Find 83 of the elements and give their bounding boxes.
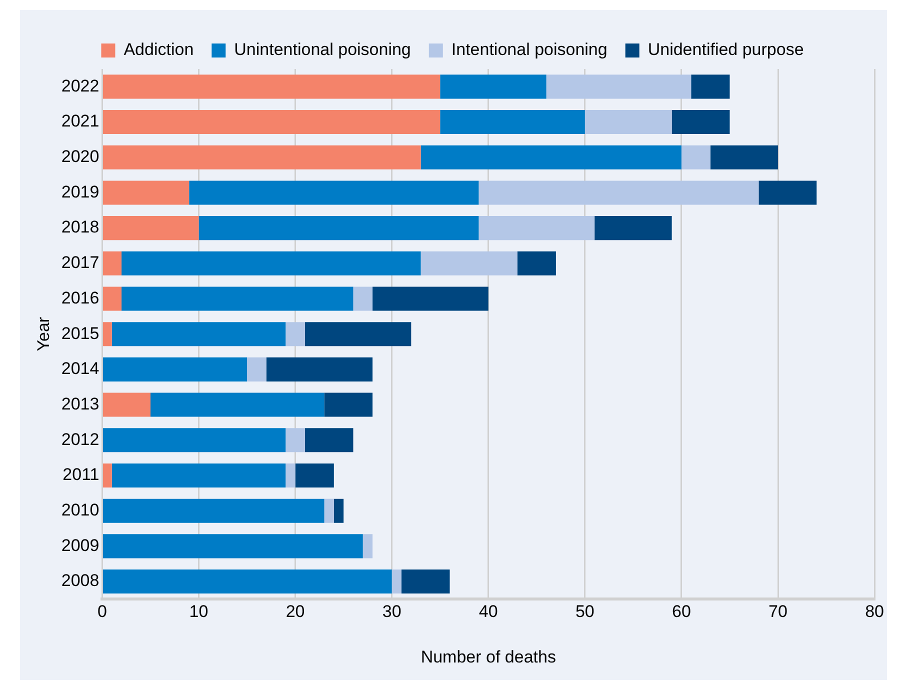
bar (440, 110, 585, 134)
bar (478, 216, 595, 240)
bar (710, 145, 778, 170)
bar (102, 392, 150, 417)
x-tick-label: 40 (478, 602, 498, 622)
bar (353, 286, 373, 311)
bar (594, 216, 672, 240)
bar (478, 180, 759, 205)
y-tick-label: 2013 (61, 394, 100, 414)
y-tick-label: 2010 (61, 500, 100, 520)
bar (286, 428, 305, 452)
y-tick-label: 2012 (61, 430, 100, 449)
bar (295, 463, 334, 488)
x-tick-label: 10 (189, 602, 208, 622)
bar (102, 428, 286, 452)
bar (198, 216, 479, 240)
bar (691, 74, 730, 99)
y-tick-label: 2020 (61, 147, 100, 166)
bar (304, 322, 412, 346)
bar (102, 145, 421, 170)
bar (102, 498, 324, 523)
y-tick-label: 2014 (61, 359, 100, 378)
x-axis-title: Number of deaths (420, 647, 556, 666)
bar (102, 534, 363, 558)
bar (420, 145, 682, 170)
bar (362, 534, 373, 558)
bar (122, 286, 354, 311)
bar (584, 110, 672, 134)
bar (102, 463, 112, 488)
x-tick-label: 30 (382, 602, 402, 622)
bar (420, 251, 518, 276)
bar (102, 216, 199, 240)
bar (672, 110, 730, 134)
bar (681, 145, 710, 170)
y-tick-label: 2017 (61, 253, 100, 272)
bar (102, 74, 440, 99)
bar (401, 570, 450, 594)
bar (189, 180, 479, 205)
bar (102, 322, 112, 346)
y-tick-label: 2019 (61, 182, 100, 202)
bar (392, 570, 402, 594)
bar (247, 357, 266, 382)
bar (150, 392, 324, 417)
y-tick-label: 2021 (61, 112, 100, 131)
y-tick-label: 2008 (61, 571, 100, 590)
x-tick-label: 80 (865, 602, 884, 622)
y-tick-label: 2018 (61, 218, 100, 237)
bar (102, 286, 122, 311)
bar (102, 357, 248, 382)
bar (286, 463, 296, 488)
bar (102, 570, 392, 594)
y-tick-label: 2011 (62, 465, 100, 484)
y-tick-label: 2022 (61, 76, 100, 96)
bar (372, 286, 488, 311)
legend-label: Unintentional poisoning (234, 40, 411, 60)
bar (102, 251, 122, 276)
legend-label: Intentional poisoning (451, 40, 608, 60)
y-axis-title: Year (34, 316, 53, 352)
bar (122, 251, 421, 276)
bar (758, 180, 817, 205)
bar (112, 463, 286, 488)
bar (102, 110, 440, 134)
bar (286, 322, 305, 346)
bar (324, 498, 334, 523)
y-tick-label: 2015 (61, 324, 100, 343)
bar (266, 357, 373, 382)
x-tick-label: 50 (575, 602, 594, 622)
y-tick-label: 2009 (61, 536, 100, 555)
bar (517, 251, 556, 276)
x-tick-label: 70 (768, 602, 788, 622)
bar (334, 498, 344, 523)
x-tick-label: 20 (286, 602, 305, 622)
bar (112, 322, 286, 346)
legend-label: Unidentified purpose (648, 40, 804, 60)
x-tick-label: 0 (97, 602, 107, 622)
bar (324, 392, 373, 417)
bar (440, 74, 546, 99)
bar (546, 74, 692, 99)
bar (304, 428, 354, 452)
y-tick-label: 2016 (61, 288, 100, 308)
legend-label: Addiction (124, 40, 194, 60)
bar (102, 180, 190, 205)
x-tick-label: 60 (672, 602, 691, 622)
